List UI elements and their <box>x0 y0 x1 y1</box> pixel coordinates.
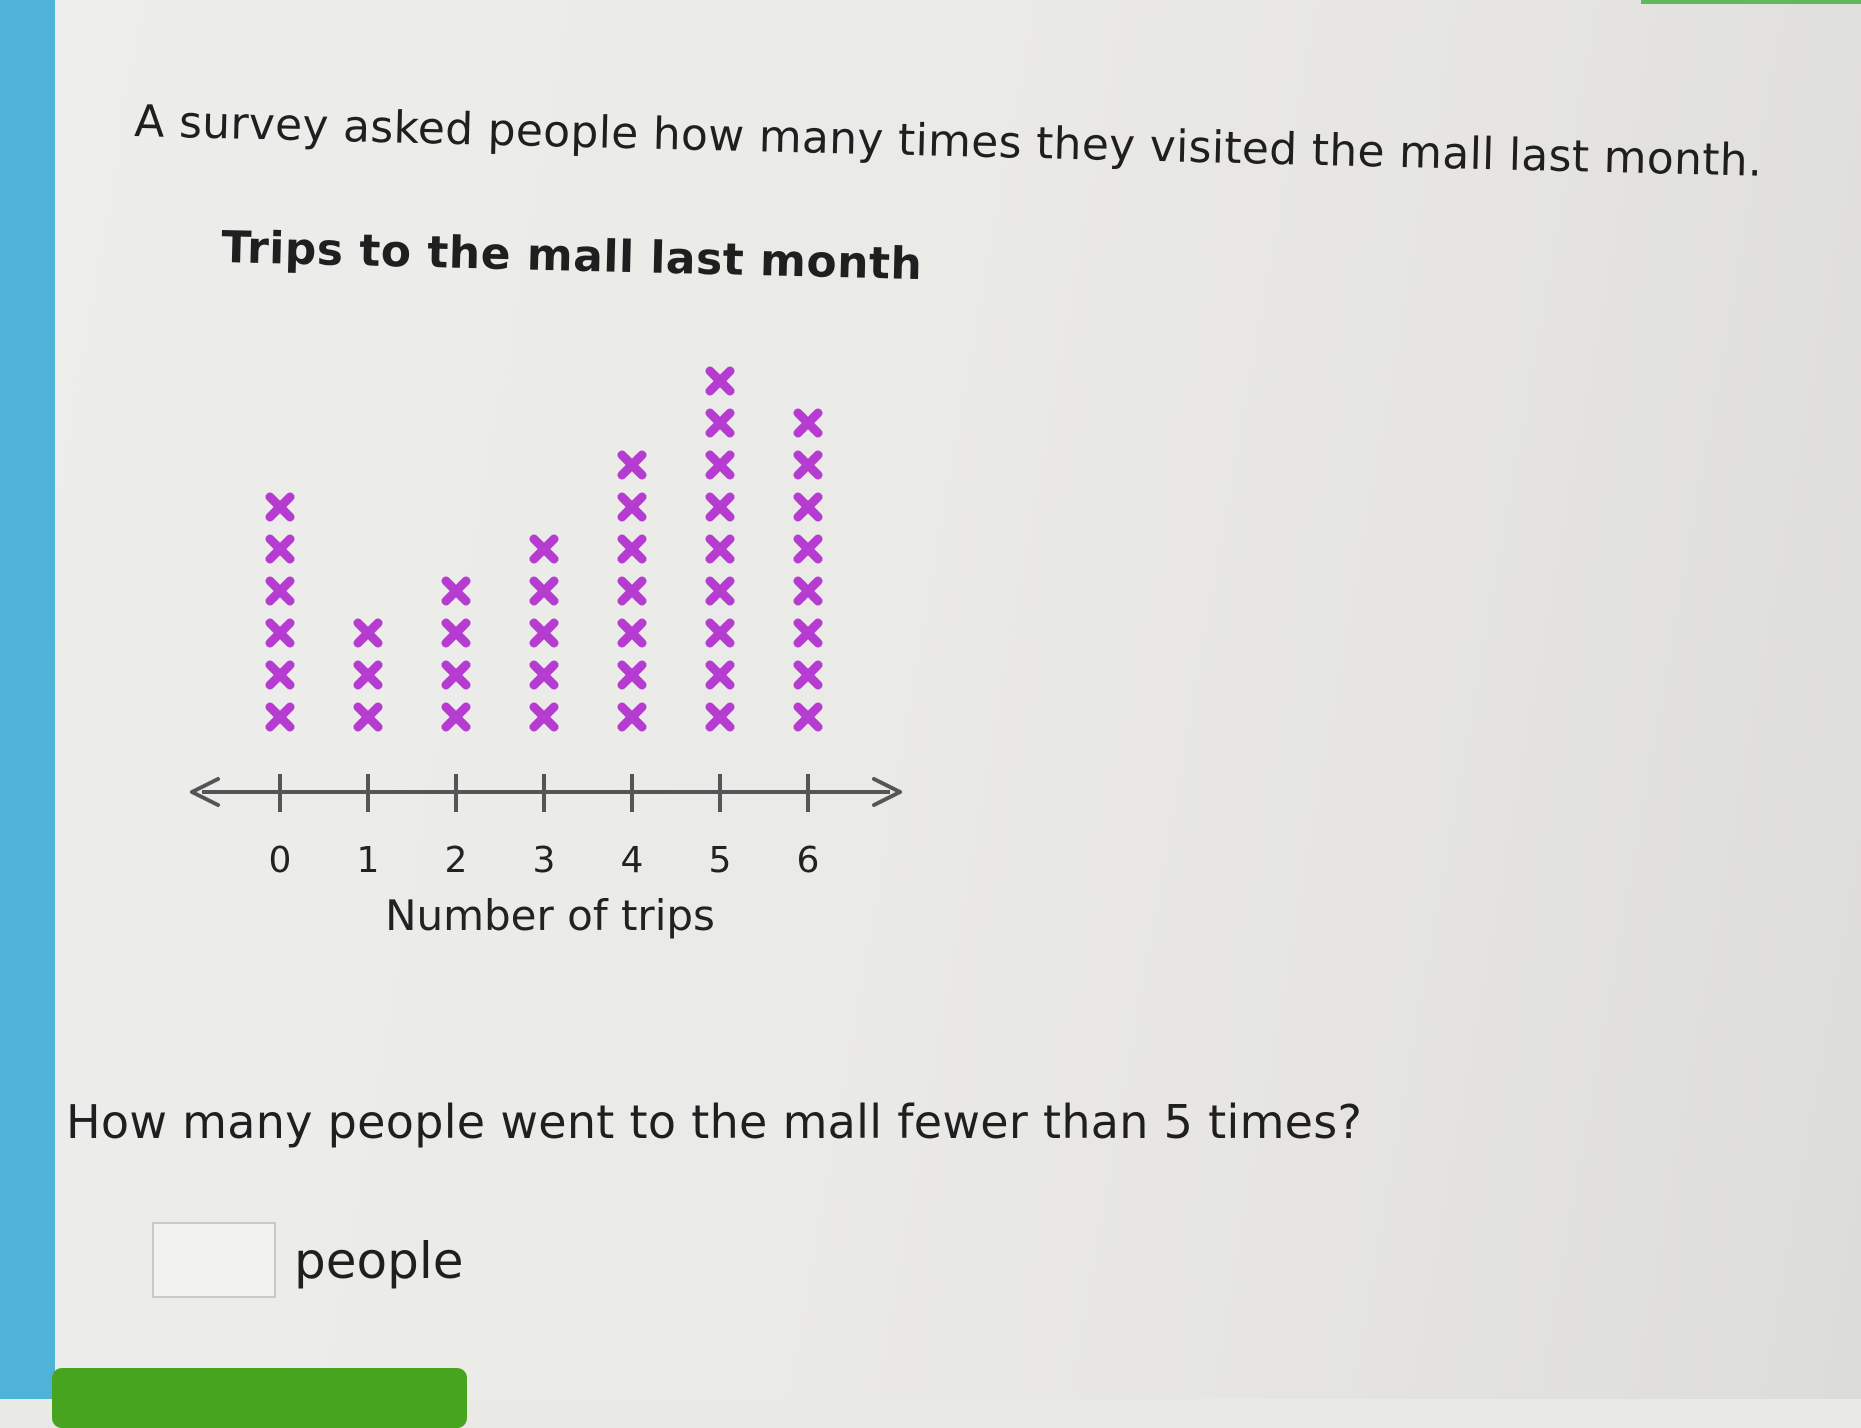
x-mark <box>353 660 383 690</box>
x-mark <box>265 534 295 564</box>
x-mark <box>265 618 295 648</box>
x-mark <box>705 450 735 480</box>
x-mark <box>793 408 823 438</box>
tick-label: 1 <box>357 840 380 881</box>
sidebar-strip <box>0 0 55 1399</box>
x-mark <box>705 702 735 732</box>
x-mark <box>705 660 735 690</box>
x-mark <box>617 450 647 480</box>
x-mark <box>265 492 295 522</box>
number-line <box>190 774 902 812</box>
axis-arrow-right <box>872 777 902 807</box>
x-mark <box>617 492 647 522</box>
x-mark <box>441 618 471 648</box>
x-mark <box>705 366 735 396</box>
x-mark <box>353 618 383 648</box>
tick-label: 2 <box>445 840 468 881</box>
dot-plot: 0 1 2 3 4 5 6 Number of trips <box>190 366 902 940</box>
x-mark <box>617 576 647 606</box>
tick-labels: 0 1 2 3 4 5 6 <box>269 840 820 881</box>
x-mark <box>265 660 295 690</box>
dot-plot-marks <box>265 366 823 732</box>
x-mark <box>353 702 383 732</box>
x-mark <box>617 618 647 648</box>
x-mark <box>265 702 295 732</box>
x-mark <box>705 408 735 438</box>
tick-label: 5 <box>709 840 732 881</box>
x-mark <box>705 618 735 648</box>
x-mark <box>705 492 735 522</box>
top-right-accent <box>1641 0 1861 4</box>
x-mark <box>793 618 823 648</box>
tick-label: 3 <box>533 840 556 881</box>
x-mark <box>793 534 823 564</box>
x-mark <box>793 450 823 480</box>
x-mark <box>441 660 471 690</box>
axis-arrow-left <box>190 777 220 807</box>
x-mark <box>617 534 647 564</box>
answer-unit-label: people <box>294 1232 464 1290</box>
x-mark <box>793 576 823 606</box>
question-prompt: How many people went to the mall fewer t… <box>66 1095 1363 1149</box>
x-mark <box>265 576 295 606</box>
x-mark <box>617 702 647 732</box>
answer-input[interactable] <box>152 1222 276 1298</box>
x-axis-label: Number of trips <box>385 891 715 940</box>
submit-button[interactable] <box>52 1368 467 1428</box>
x-mark <box>529 534 559 564</box>
tick-label: 4 <box>621 840 644 881</box>
x-mark <box>793 702 823 732</box>
x-mark <box>441 576 471 606</box>
tick-label: 6 <box>797 840 820 881</box>
x-mark <box>793 492 823 522</box>
x-mark <box>529 702 559 732</box>
x-mark <box>529 576 559 606</box>
question-panel <box>55 0 1861 1399</box>
x-mark <box>529 618 559 648</box>
x-mark <box>705 576 735 606</box>
x-mark <box>529 660 559 690</box>
x-mark <box>705 534 735 564</box>
x-mark <box>441 702 471 732</box>
x-mark <box>793 660 823 690</box>
tick-label: 0 <box>269 840 292 881</box>
x-mark <box>617 660 647 690</box>
